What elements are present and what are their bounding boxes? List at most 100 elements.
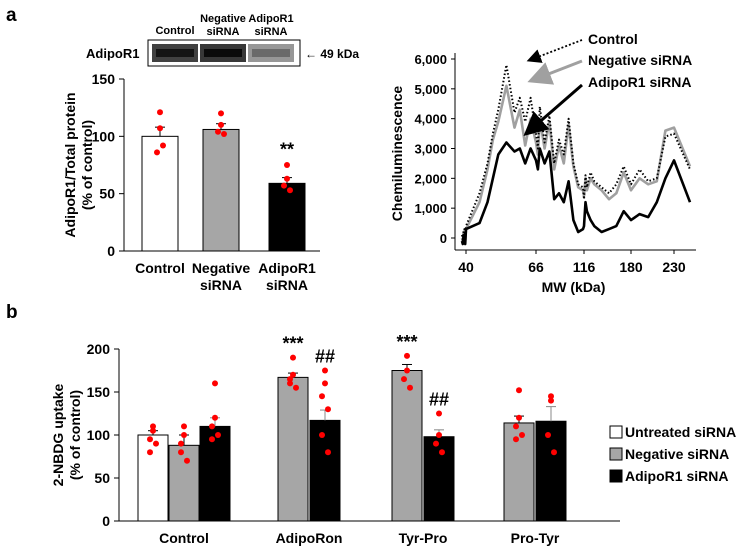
- data-point: [212, 380, 218, 387]
- data-point: [404, 352, 410, 359]
- data-point: [545, 432, 551, 438]
- x-tick-label: 180: [619, 259, 643, 275]
- data-point: [287, 187, 293, 194]
- data-point: [293, 384, 299, 391]
- data-point: [516, 414, 522, 421]
- bar: [268, 182, 306, 252]
- data-point: [433, 440, 439, 447]
- legend-swatch: [609, 425, 623, 439]
- legend-label: AdipoR1 siRNA: [625, 468, 728, 484]
- legend-label: Negative siRNA: [588, 52, 692, 68]
- x-tick-label: 66: [528, 259, 544, 275]
- x-tick-label: Control: [159, 530, 209, 546]
- y-tick-label: 100: [87, 427, 111, 443]
- bar-adipor1-sirna: [423, 436, 455, 522]
- x-tick-label: Negative siRNA: [192, 260, 251, 293]
- y-tick-label: 5,000: [414, 82, 447, 97]
- data-point: [147, 436, 153, 443]
- data-point: [218, 121, 224, 128]
- data-point: [287, 376, 293, 383]
- legend-label: Negative siRNA: [625, 446, 729, 462]
- bar-adipor1-sirna: [309, 419, 341, 522]
- bar-untreated-sirna: [137, 434, 169, 522]
- legend-swatch: [609, 469, 623, 483]
- bar-adipor1-sirna: [535, 420, 567, 522]
- data-point: [178, 440, 184, 447]
- y-axis-label: Chemiluminescence: [389, 86, 405, 222]
- data-point: [439, 449, 445, 456]
- data-point: [157, 109, 163, 116]
- data-point: [516, 387, 522, 394]
- data-point: [160, 142, 166, 149]
- data-point: [184, 457, 190, 464]
- x-tick-label: 116: [573, 259, 596, 275]
- y-tick-label: 200: [87, 341, 111, 357]
- panel-a-label: a: [6, 5, 17, 26]
- blot-lane-label: AdipoR1 siRNA: [248, 13, 293, 38]
- y-axis-label: 2-NBDG uptake(% of control): [50, 383, 83, 486]
- significance-label: ##: [429, 390, 449, 410]
- data-point: [181, 432, 187, 438]
- data-point: [519, 432, 525, 438]
- series-line-control: [461, 64, 691, 241]
- data-point: [215, 128, 221, 135]
- x-tick-label: Pro-Tyr: [511, 530, 560, 546]
- y-tick-label: 100: [92, 128, 116, 144]
- data-point: [284, 162, 290, 168]
- data-point: [319, 393, 325, 400]
- bar-negative-sirna: [503, 422, 535, 522]
- data-point: [551, 449, 557, 456]
- data-point: [319, 432, 325, 438]
- panel-b-label: b: [6, 302, 18, 323]
- legend-label: Untreated siRNA: [625, 424, 736, 440]
- chemiluminescence-line-chart: 0 1,000 2,000 3,000 4,000 5,000 6,000 40 66 116 18…: [389, 31, 696, 295]
- y-tick-label: 50: [99, 186, 115, 202]
- y-tick-label: 2,000: [414, 171, 447, 186]
- data-point: [322, 367, 328, 374]
- data-point: [147, 449, 153, 456]
- x-tick-label: 40: [458, 259, 474, 275]
- blot-lane-label: Negative siRNA: [200, 13, 246, 38]
- y-tick-label: 0: [440, 231, 447, 246]
- data-point: [157, 125, 163, 132]
- bar-negative-sirna: [391, 370, 423, 522]
- data-point: [181, 423, 187, 430]
- bar-negative-sirna: [168, 444, 200, 522]
- x-tick-label: AdipoR1 siRNA: [258, 260, 316, 293]
- y-axis-label: AdipoR1/Total protein(% of control): [62, 92, 95, 237]
- data-point: [150, 423, 156, 430]
- data-point: [290, 371, 296, 378]
- legend-swatch: [609, 447, 623, 461]
- data-point: [221, 131, 227, 138]
- significance-label: ##: [315, 347, 335, 367]
- data-point: [401, 376, 407, 383]
- data-point: [281, 182, 287, 189]
- y-tick-label: 0: [107, 243, 115, 259]
- y-tick-label: 3,000: [414, 142, 447, 157]
- legend-label: Control: [588, 31, 638, 47]
- legend-label: AdipoR1 siRNA: [588, 74, 691, 90]
- blot-band-core: [252, 49, 290, 57]
- data-point: [209, 423, 215, 430]
- y-tick-label: 6,000: [414, 52, 447, 67]
- data-point: [322, 380, 328, 387]
- legend-arrow-negative: [527, 59, 583, 85]
- data-point: [215, 432, 221, 438]
- series-line-negative-sirna: [460, 84, 692, 243]
- bar-negative-sirna: [277, 376, 309, 522]
- significance-label: ***: [282, 334, 303, 354]
- data-point: [513, 436, 519, 443]
- y-tick-label: 150: [87, 384, 111, 400]
- data-point: [287, 380, 293, 387]
- y-tick-label: 150: [92, 71, 116, 87]
- data-point: [284, 175, 290, 182]
- data-point: [212, 414, 218, 421]
- bar-adipor1-sirna: [199, 425, 231, 522]
- blot-row-label: AdipoR1: [86, 46, 139, 61]
- data-point: [407, 384, 413, 391]
- y-tick-label: 50: [94, 470, 110, 486]
- legend-arrow-adipor1: [523, 83, 583, 136]
- data-point: [548, 393, 554, 400]
- data-point: [150, 427, 156, 434]
